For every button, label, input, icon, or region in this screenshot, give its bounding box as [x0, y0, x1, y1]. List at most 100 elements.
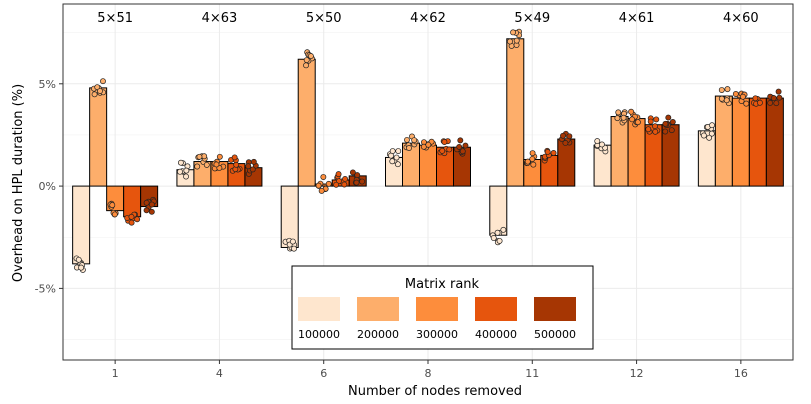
legend-swatch-400000 — [475, 297, 517, 321]
legend-label: 400000 — [475, 328, 517, 341]
data-point — [315, 182, 322, 189]
legend-label: 500000 — [534, 328, 576, 341]
data-point — [394, 161, 401, 168]
data-point — [349, 169, 356, 176]
data-point — [668, 127, 675, 134]
jitter-points — [73, 28, 783, 273]
bar-16-400000 — [748, 97, 767, 187]
data-point — [459, 148, 466, 155]
bar-16-500000 — [765, 97, 784, 187]
data-point — [78, 264, 85, 271]
group-label: 5×49 — [514, 11, 550, 26]
data-point — [441, 139, 448, 145]
data-point — [134, 216, 141, 223]
data-point — [75, 256, 82, 263]
data-point — [566, 133, 573, 140]
bar-1-100000 — [72, 185, 91, 265]
data-point — [560, 132, 566, 139]
data-point — [457, 137, 464, 144]
bar-6-200000 — [297, 58, 316, 187]
data-point — [341, 181, 348, 188]
data-point — [100, 78, 106, 85]
data-point — [446, 146, 453, 153]
data-point — [529, 156, 536, 162]
data-point — [620, 114, 627, 121]
data-point — [354, 172, 361, 179]
x-tick-label: 4 — [216, 367, 223, 380]
data-point — [143, 207, 150, 214]
data-point — [335, 171, 342, 178]
group-labels: 5×51 4×63 5×50 4×62 5×49 4×61 4×60 — [97, 11, 758, 26]
data-point — [653, 116, 660, 123]
data-point — [342, 176, 348, 182]
legend-swatch-500000 — [534, 297, 576, 321]
data-point — [767, 100, 774, 106]
bar-16-300000 — [731, 97, 750, 187]
data-point — [411, 137, 418, 144]
data-point — [439, 147, 446, 154]
data-point — [91, 91, 98, 98]
data-point — [706, 134, 713, 141]
x-tick-label: 11 — [525, 367, 539, 380]
y-axis: -5% 0% 5% — [35, 78, 63, 295]
bar-12-200000 — [610, 116, 629, 187]
data-point — [97, 88, 103, 94]
y-axis-label: Overhead on HPL duration (%) — [11, 84, 26, 282]
data-point — [530, 161, 537, 168]
data-point — [359, 178, 366, 185]
data-point — [194, 163, 201, 170]
group-label: 5×51 — [97, 11, 133, 26]
data-point — [739, 93, 746, 100]
data-point — [507, 38, 513, 45]
data-point — [196, 153, 203, 160]
data-point — [231, 154, 238, 161]
data-point — [510, 29, 517, 36]
data-point — [109, 202, 116, 209]
data-point — [598, 141, 605, 148]
data-point — [718, 87, 725, 93]
data-point — [614, 115, 621, 122]
data-point — [406, 145, 412, 151]
data-point — [325, 180, 332, 187]
bar-12-300000 — [627, 118, 646, 187]
data-point — [718, 95, 725, 102]
legend-swatch-300000 — [416, 297, 458, 321]
data-point — [201, 153, 208, 160]
data-point — [245, 163, 252, 170]
data-point — [743, 100, 750, 107]
group-label: 4×60 — [723, 11, 759, 26]
data-point — [662, 128, 669, 135]
group-label: 4×62 — [410, 11, 446, 26]
x-axis-label: Number of nodes removed — [348, 384, 522, 399]
bar-11-500000 — [557, 138, 576, 187]
data-point — [177, 168, 183, 175]
x-tick-label: 1 — [112, 367, 119, 380]
data-point — [652, 128, 659, 135]
data-point — [320, 174, 327, 180]
data-point — [148, 201, 155, 208]
data-point — [628, 108, 635, 115]
data-point — [307, 53, 314, 60]
data-point — [615, 109, 622, 116]
data-point — [629, 116, 636, 123]
data-point — [494, 229, 501, 236]
data-point — [303, 57, 310, 63]
data-point — [634, 119, 641, 126]
data-point — [645, 126, 652, 133]
bar-8-300000 — [419, 144, 437, 187]
bar-11-200000 — [506, 38, 525, 187]
data-point — [456, 143, 463, 150]
x-tick-label: 6 — [320, 367, 327, 380]
data-point — [756, 99, 763, 106]
data-point — [490, 235, 497, 241]
data-point — [662, 120, 669, 127]
legend-label: 100000 — [298, 328, 340, 341]
x-tick-label: 16 — [734, 367, 748, 380]
data-point — [724, 86, 731, 93]
data-point — [723, 97, 730, 104]
x-tick-label: 12 — [630, 367, 644, 380]
data-point — [709, 122, 715, 129]
data-point — [291, 245, 297, 252]
data-point — [389, 158, 396, 165]
